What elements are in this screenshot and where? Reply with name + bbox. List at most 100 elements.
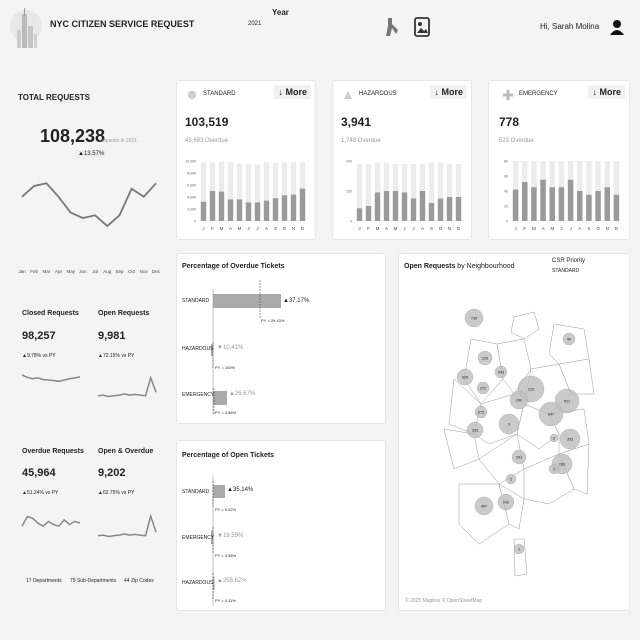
open-sparkline	[97, 375, 157, 398]
delta-text: ▲51.24%	[22, 490, 44, 496]
bubble-label: 272	[480, 387, 486, 391]
bar-total	[410, 164, 417, 221]
x-tick: J	[412, 226, 414, 231]
map-credit: © 2025 Mapbox © OpenStreetMap	[405, 598, 483, 604]
row-py: PY = 3.58%	[215, 553, 237, 558]
more-button[interactable]: ↓ More	[430, 85, 467, 99]
x-tick: O	[439, 226, 443, 231]
vs-text: vs PY	[121, 353, 135, 359]
neighbourhood-bubble	[476, 381, 490, 395]
row-label: HAZARDOUS	[182, 346, 214, 352]
legend-title: CSR Priority	[552, 258, 586, 264]
overdue-pct-card: Percentage of Overdue Tickets STANDARD ▲…	[176, 253, 386, 424]
row-label: HAZARDOUS	[182, 580, 214, 586]
row-py: PY = 29.43%	[261, 318, 285, 323]
total-delta: ▲13.57%	[76, 150, 107, 158]
kpi-value: 3,941	[341, 115, 372, 129]
row-label: STANDARD	[182, 298, 210, 304]
bar-overdue	[227, 199, 234, 221]
subdepartments-count: 79 Sub-Departments	[70, 578, 117, 584]
bar-hazardous	[213, 577, 215, 590]
map-canvas[interactable]: 739 40 229 343 325 272 225 521 290 275 247 3 2 353 333…	[399, 284, 629, 594]
neighbourhood-bubble	[513, 543, 525, 555]
y-tick: 10,000	[185, 160, 196, 164]
more-button[interactable]: ↓ More	[274, 85, 311, 99]
bar-overdue	[245, 202, 252, 221]
y-tick: 60	[504, 175, 508, 179]
x-tick: S	[587, 226, 590, 231]
bubble-label: 343	[498, 371, 504, 375]
x-tick: D	[457, 226, 461, 231]
bubble-label: 2	[553, 468, 555, 472]
x-tick: M	[394, 226, 398, 231]
month-tick: Mar	[42, 269, 50, 274]
bar-total	[374, 162, 381, 221]
bar-overdue	[577, 191, 583, 221]
row-label: STANDARD	[182, 489, 210, 495]
bar-total	[227, 162, 234, 221]
mini-label: Open Requests	[98, 310, 150, 317]
month-tick: Apr	[55, 269, 63, 274]
greeting: Hi, Sarah Molina	[540, 22, 600, 31]
mini-delta: ▲9.78% vs PY	[22, 353, 56, 359]
kpi-overdue: 1,748 Overdue	[341, 138, 381, 144]
total-line-chart: Jan Feb Mar Apr May Jun Jul Aug Sep Oct Nov Dec	[18, 182, 160, 274]
kpi-label: STANDARD	[203, 91, 236, 97]
row-value: ▼10.41%	[217, 345, 244, 351]
bar-overdue	[254, 202, 261, 221]
kpi-overdue: 43,693 Overdue	[185, 138, 229, 144]
closed-sparkline	[21, 374, 81, 383]
open-pct-chart	[211, 476, 225, 606]
month-tick: Jan	[18, 269, 26, 274]
y-tick: 20	[504, 205, 508, 209]
y-tick: 0	[350, 220, 352, 224]
x-tick: J	[202, 226, 204, 231]
bubble-label: 2	[553, 437, 555, 441]
bar-total	[236, 163, 243, 221]
bar-total	[437, 162, 444, 221]
y-tick: 40	[504, 190, 508, 194]
bubble-label: 229	[482, 357, 488, 361]
legend-value[interactable]: STANDARD	[552, 268, 580, 274]
bar-overdue	[428, 203, 435, 221]
x-tick: D	[301, 226, 305, 231]
bar-overdue	[272, 198, 279, 221]
x-tick: M	[550, 226, 554, 231]
bubble-label: 290	[516, 399, 522, 403]
overdue-sparkline	[21, 515, 81, 528]
bubble-label: 242	[503, 501, 509, 505]
user-icon[interactable]	[610, 19, 624, 35]
vs-text: vs PY	[42, 353, 56, 359]
mini-value: 98,257	[22, 330, 56, 342]
year-filter[interactable]: 2021	[248, 21, 262, 27]
image-icon[interactable]	[414, 17, 430, 37]
more-button[interactable]: ↓ More	[588, 85, 625, 99]
bubble-label: 1	[518, 548, 520, 552]
row-value: ▲26.67%	[229, 391, 256, 397]
series-line	[21, 182, 157, 228]
delta-text: ▲62.75%	[98, 490, 120, 496]
bar-overdue	[540, 179, 546, 221]
x-tick: A	[542, 226, 545, 231]
bubble-label: 275	[478, 411, 484, 415]
bar-total	[455, 164, 462, 221]
x-tick: J	[514, 226, 516, 231]
bar-emergency	[213, 391, 227, 405]
x-tick: N	[292, 226, 295, 231]
month-tick: Jun	[79, 269, 87, 274]
neighbourhood-bubble	[511, 449, 527, 465]
x-tick: M	[376, 226, 380, 231]
bar-overdue	[446, 197, 453, 221]
y-tick: 6,000	[187, 184, 196, 188]
kpi-card-emergency: EMERGENCY ↓ More 778 523 Overdue 80 60 40 2…	[488, 80, 630, 240]
neighbourhood-bubble	[498, 413, 520, 435]
circle-icon	[188, 91, 196, 99]
x-tick: F	[523, 226, 526, 231]
month-tick: Nov	[140, 269, 149, 274]
bar-overdue	[549, 187, 555, 221]
neighbourhood-bubble	[456, 368, 474, 386]
bar-total	[254, 164, 261, 221]
tools-icon[interactable]	[384, 16, 402, 38]
y-tick: 8,000	[187, 172, 196, 176]
kpi-overdue: 523 Overdue	[499, 138, 534, 144]
